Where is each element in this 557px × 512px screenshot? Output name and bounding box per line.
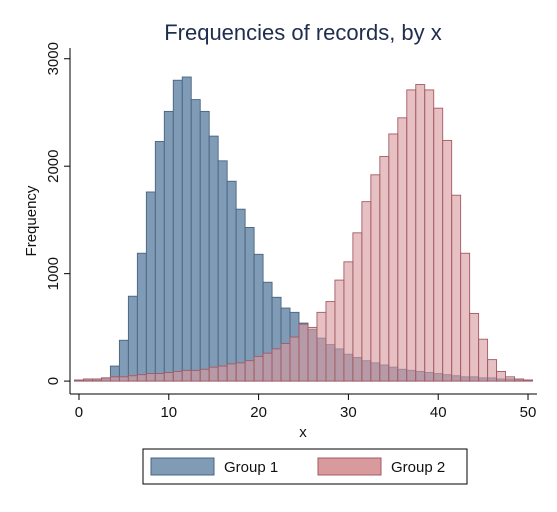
legend-label-group-2: Group 2 <box>391 459 445 476</box>
bar-group-2 <box>406 89 417 382</box>
bar-group-2 <box>208 366 219 382</box>
bar-group-2 <box>253 355 264 382</box>
bar-group-2 <box>325 301 336 382</box>
bar-group-2 <box>235 362 246 382</box>
x-tick-label: 20 <box>250 404 267 421</box>
bar-group-1 <box>172 79 183 382</box>
bar-group-2 <box>469 312 480 382</box>
x-ticks-layer: 0 10 20 30 40 50 <box>75 394 537 421</box>
bar-group-2 <box>74 379 84 382</box>
bar-group-2 <box>523 379 533 382</box>
bar-group-1 <box>226 180 237 382</box>
bar-group-2 <box>370 174 381 382</box>
bar-group-2 <box>298 323 309 382</box>
bar-group-2 <box>244 360 255 382</box>
bar-group-1 <box>181 76 192 382</box>
bar-group-2 <box>343 261 354 382</box>
bar-group-2 <box>451 194 462 382</box>
bar-group-2 <box>163 372 174 382</box>
bar-group-1 <box>145 191 156 382</box>
bar-group-2 <box>262 352 273 382</box>
bar-group-2 <box>127 375 138 382</box>
legend-label-group-1: Group 1 <box>224 459 278 476</box>
legend-swatch-group-1 <box>150 457 215 476</box>
x-tick-label: 10 <box>160 404 177 421</box>
y-tick-label: 2000 <box>45 150 62 183</box>
bar-group-2 <box>145 373 156 382</box>
bar-group-2 <box>136 374 147 382</box>
bar-group-2 <box>397 117 408 382</box>
bar-group-2 <box>307 326 318 382</box>
bar-group-2 <box>361 201 372 382</box>
bar-group-2 <box>505 376 516 382</box>
bar-group-2 <box>172 370 183 382</box>
x-tick-label: 30 <box>340 404 357 421</box>
legend: Group 1 Group 2 <box>142 448 468 485</box>
bar-group-2 <box>388 133 399 382</box>
legend-swatch-group-2 <box>317 457 382 476</box>
bar-group-1 <box>154 141 165 382</box>
y-tick-label: 3000 <box>45 42 62 75</box>
bar-group-2 <box>280 343 291 382</box>
bar-group-2 <box>487 359 498 382</box>
bars-layer <box>74 76 533 382</box>
x-axis-label: x <box>299 424 307 441</box>
bar-group-2 <box>199 368 210 382</box>
bar-group-2 <box>478 338 489 382</box>
bar-group-2 <box>91 378 102 382</box>
x-tick-label: 50 <box>520 404 537 421</box>
bar-group-1 <box>217 160 228 382</box>
bar-group-1 <box>208 135 219 382</box>
bar-group-1 <box>136 252 147 382</box>
bar-group-2 <box>496 370 507 382</box>
bar-group-2 <box>379 156 390 382</box>
bar-group-2 <box>226 363 237 382</box>
bar-group-2 <box>271 348 282 382</box>
bar-group-2 <box>352 232 363 382</box>
bar-group-2 <box>100 377 111 382</box>
x-tick-label: 40 <box>430 404 447 421</box>
bar-group-2 <box>118 376 129 382</box>
bar-group-2 <box>83 378 93 382</box>
bar-group-1 <box>163 110 174 382</box>
bar-group-2 <box>217 365 228 382</box>
bar-group-2 <box>289 336 300 382</box>
bar-group-1 <box>235 208 246 382</box>
bar-group-2 <box>415 84 426 382</box>
y-tick-label: 0 <box>45 377 62 385</box>
bar-group-1 <box>127 295 138 382</box>
bar-group-2 <box>316 311 327 382</box>
bar-group-2 <box>424 89 435 382</box>
bar-group-1 <box>190 99 201 382</box>
y-ticks-layer: 0 1000 2000 3000 <box>45 42 70 385</box>
bar-group-2 <box>154 373 165 382</box>
bar-group-1 <box>118 339 129 382</box>
bar-group-2 <box>514 378 524 382</box>
chart-title: Frequencies of records, by x <box>164 20 442 45</box>
bar-group-2 <box>181 369 192 382</box>
y-axis-label: Frequency <box>23 185 40 256</box>
bar-group-1 <box>244 226 255 382</box>
bar-group-2 <box>433 107 444 382</box>
bar-group-2 <box>442 139 453 382</box>
bar-group-2 <box>334 279 345 382</box>
bar-group-2 <box>190 369 201 382</box>
x-tick-label: 0 <box>75 404 83 421</box>
y-tick-label: 1000 <box>45 257 62 290</box>
bar-group-2 <box>460 252 471 382</box>
bar-group-1 <box>199 110 210 382</box>
bar-group-2 <box>109 376 120 382</box>
